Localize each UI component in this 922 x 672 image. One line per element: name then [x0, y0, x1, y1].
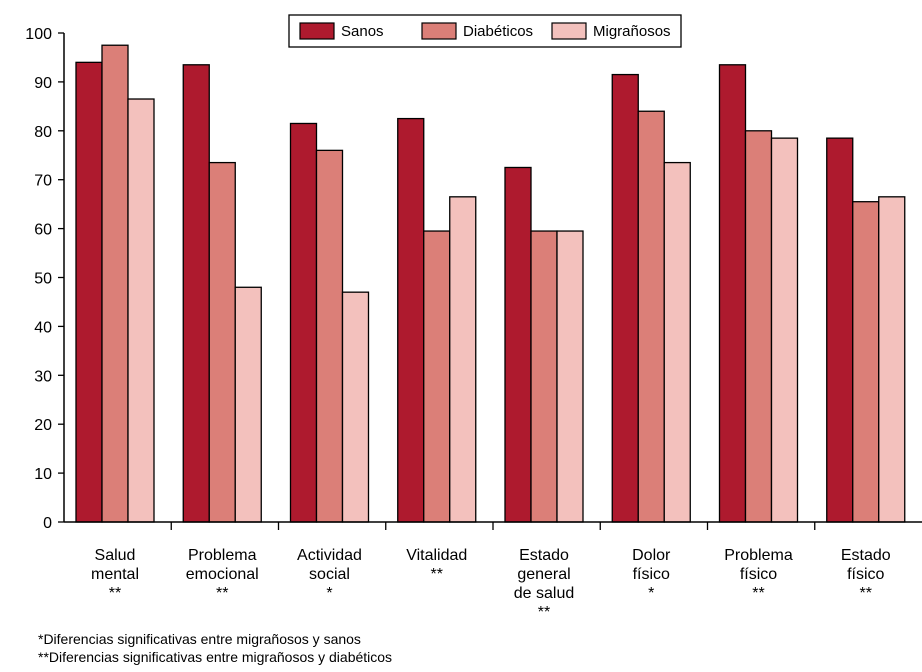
footnote-single-asterisk: *Diferencias significativas entre migrañ…	[38, 631, 361, 647]
category-label-1: Salud mental **	[91, 547, 139, 602]
legend-box	[288, 14, 682, 48]
bar-migrañosos-4	[449, 196, 477, 523]
bar-sanos-6	[611, 73, 639, 523]
bar-chart: 0 10 20 30 40 50 60 70 80 90 100 Salud mental ** Probl…	[25, 14, 922, 621]
bar-sanos-1	[75, 61, 103, 523]
y-tick-label: 90	[34, 75, 52, 92]
bar-sanos-7	[718, 64, 747, 523]
bars-layer	[75, 44, 906, 523]
y-tick-label: 40	[34, 319, 52, 336]
bar-diabéticos-3	[315, 149, 344, 523]
legend-swatch-diabéticos	[421, 22, 457, 40]
bar-sanos-5	[504, 166, 532, 523]
axes-layer: 0 10 20 30 40 50 60 70 80 90 100 Salud mental ** Probl…	[25, 26, 922, 621]
bar-diabéticos-7	[744, 130, 773, 523]
bar-migrañosos-1	[127, 98, 155, 523]
y-tick-label: 100	[25, 26, 52, 43]
legend-swatch-migrañosos	[551, 22, 587, 40]
bar-diabéticos-6	[637, 110, 665, 523]
y-tick-label: 70	[34, 173, 52, 190]
bar-sanos-3	[289, 122, 318, 523]
category-label-5: Estado general de salud **	[514, 547, 575, 621]
y-tick-label: 20	[34, 417, 52, 434]
y-tick-label: 80	[34, 124, 52, 141]
bar-migrañosos-2	[234, 286, 262, 523]
y-tick-label: 50	[34, 271, 52, 288]
bar-migrañosos-8	[878, 196, 906, 523]
category-label-2: Problema emocional **	[186, 547, 259, 602]
category-label-3: Actividad social *	[297, 547, 362, 602]
bar-migrañosos-3	[341, 291, 370, 523]
bar-diabéticos-5	[530, 230, 558, 523]
footnotes: *Diferencias significativas entre migrañ…	[38, 630, 392, 666]
legend: Sanos Diabéticos Migrañosos	[288, 14, 682, 48]
y-tick-label: 30	[34, 368, 52, 385]
bar-diabéticos-1	[101, 44, 129, 523]
legend-swatch-sanos	[299, 22, 335, 40]
bar-migrañosos-6	[663, 161, 691, 523]
bar-sanos-8	[826, 137, 854, 523]
y-tick-label: 60	[34, 222, 52, 239]
bar-sanos-4	[397, 117, 425, 523]
category-label-7: Problema físico **	[724, 547, 793, 602]
category-label-8: Estado físico **	[841, 547, 891, 602]
legend-label-sanos: Sanos	[341, 23, 384, 40]
category-label-6: Dolor físico *	[632, 547, 671, 602]
category-label-4: Vitalidad **	[406, 547, 467, 583]
y-tick-label: 10	[34, 466, 52, 483]
bar-sanos-2	[182, 64, 210, 523]
bar-diabéticos-8	[852, 201, 880, 523]
bar-migrañosos-7	[770, 137, 799, 523]
bar-diabéticos-4	[423, 230, 451, 523]
legend-label-migrañosos: Migrañosos	[593, 23, 671, 40]
bar-diabéticos-2	[208, 161, 236, 523]
y-tick-label: 0	[43, 515, 52, 532]
legend-label-diabéticos: Diabéticos	[463, 23, 533, 40]
footnote-double-asterisk: **Diferencias significativas entre migra…	[38, 649, 393, 665]
bar-migrañosos-5	[556, 230, 584, 523]
